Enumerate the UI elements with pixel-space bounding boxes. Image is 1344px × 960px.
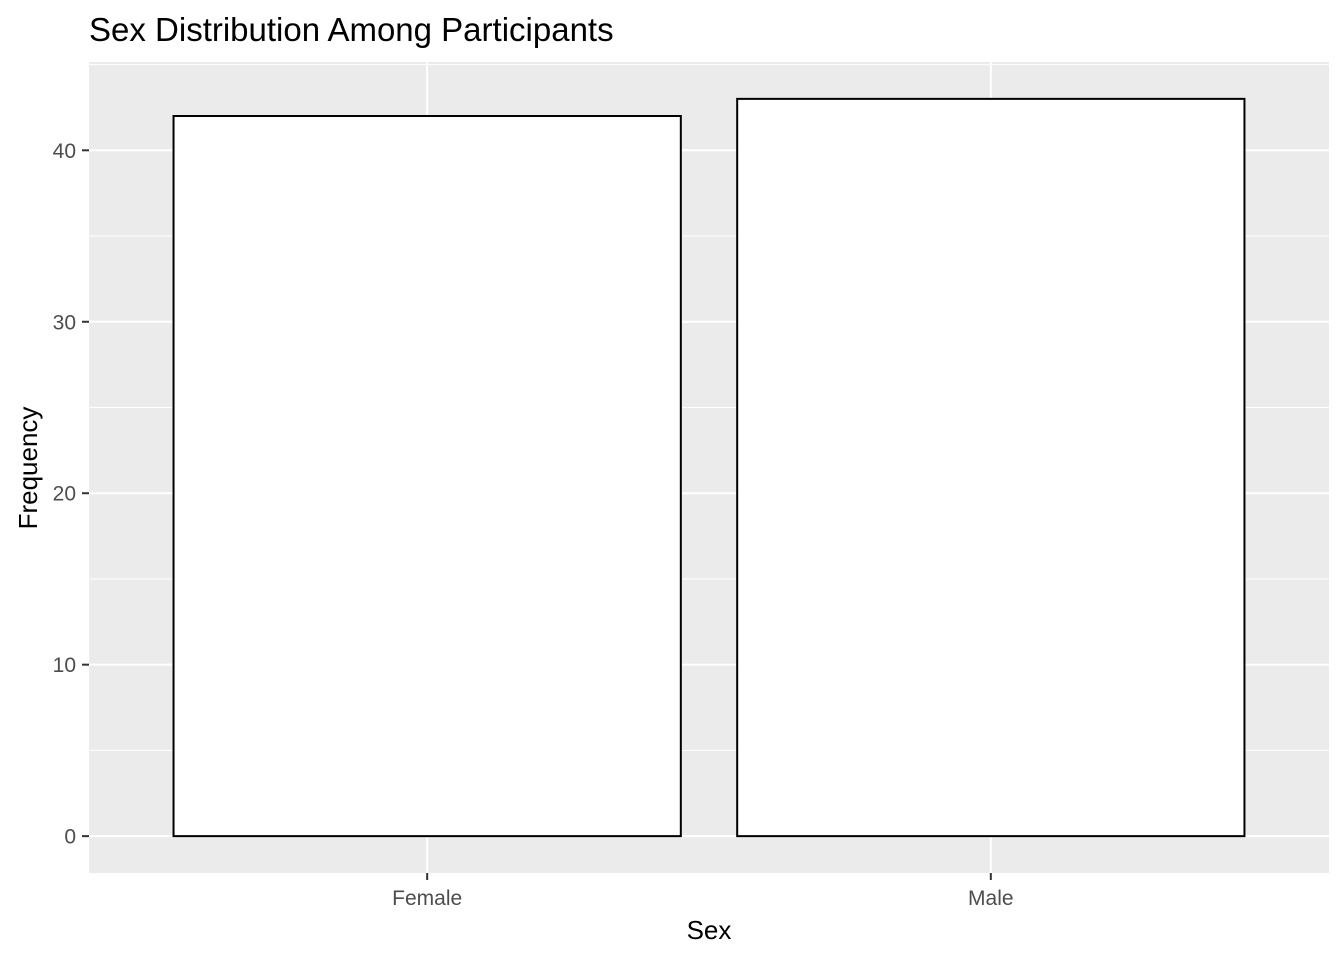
x-tick-label: Female <box>392 887 462 910</box>
x-tick-label: Male <box>968 887 1014 910</box>
y-tick-label: 20 <box>53 483 76 506</box>
bars-group <box>172 97 1246 838</box>
x-axis-title: Sex <box>687 915 732 945</box>
y-tick-label: 10 <box>53 654 76 677</box>
y-tick-label: 40 <box>53 140 76 163</box>
y-axis-title: Frequency <box>13 407 43 530</box>
bar-female <box>172 115 682 838</box>
bar-male <box>736 97 1246 838</box>
y-tick-label: 0 <box>64 826 76 849</box>
y-tick-label: 30 <box>53 311 76 334</box>
y-axis: 0 10 20 30 40 <box>53 140 89 849</box>
x-axis: Female Male <box>392 873 1014 910</box>
chart-title: Sex Distribution Among Participants <box>89 11 614 48</box>
